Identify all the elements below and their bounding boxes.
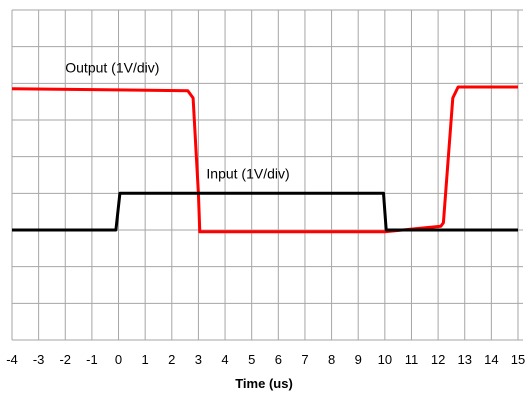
series-line-output	[11, 85, 518, 234]
x-tick-label: 10	[378, 352, 392, 367]
x-tick-label: 9	[355, 352, 362, 367]
series-line-input	[12, 191, 518, 232]
grid-lines	[11, 9, 523, 341]
x-tick-label: 8	[328, 352, 335, 367]
x-tick-label: 14	[484, 352, 498, 367]
x-tick-labels: -4 -3 -2 -1 0 1 2 3 4 5 6 7 8 9 10 11 12 13 14 15	[6, 352, 525, 367]
x-tick-label: 3	[195, 352, 202, 367]
x-tick-label: 4	[221, 352, 228, 367]
x-axis-title: Time (us)	[235, 376, 293, 391]
x-tick-label: 1	[142, 352, 149, 367]
x-tick-label: -1	[86, 352, 98, 367]
x-tick-label: 12	[431, 352, 445, 367]
x-tick-label: 13	[458, 352, 472, 367]
x-tick-label: -3	[33, 352, 45, 367]
series-label-output: Output (1V/div)	[65, 59, 159, 75]
x-tick-label: 6	[275, 352, 282, 367]
series-layer	[11, 85, 518, 234]
x-tick-label: 11	[405, 352, 419, 367]
x-tick-label: 5	[248, 352, 255, 367]
x-tick-label: 7	[301, 352, 308, 367]
annotations-layer: Output (1V/div) Input (1V/div)	[65, 59, 289, 181]
x-tick-label: -2	[59, 352, 71, 367]
x-tick-label: 15	[511, 352, 525, 367]
x-tick-label: 2	[168, 352, 175, 367]
series-label-input: Input (1V/div)	[206, 166, 289, 182]
x-tick-label: 0	[115, 352, 122, 367]
x-tick-label: -4	[6, 352, 18, 367]
